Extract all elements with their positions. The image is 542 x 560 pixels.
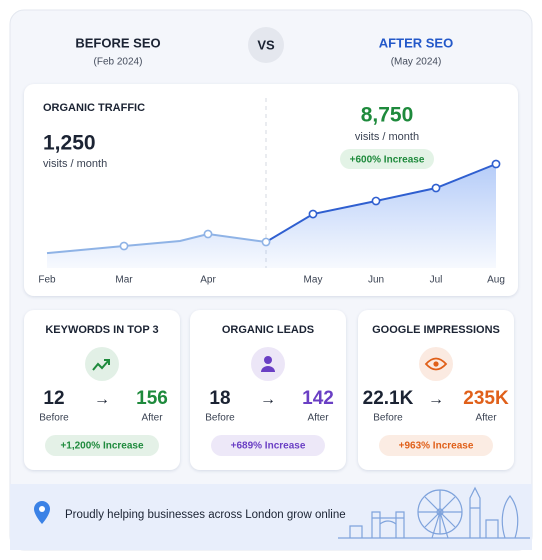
trend-icon <box>92 359 110 371</box>
before-value: 1,250 <box>43 132 96 155</box>
before-date: (Feb 2024) <box>94 57 143 68</box>
x-tick-label: May <box>304 275 323 286</box>
stat-card <box>190 310 346 470</box>
vs-text: VS <box>257 37 275 52</box>
data-point <box>431 183 441 193</box>
data-point <box>491 159 501 169</box>
card-title: ORGANIC LEADS <box>222 324 314 336</box>
before-label: Before <box>205 413 235 424</box>
before-unit: visits / month <box>43 158 107 170</box>
card-title: GOOGLE IMPRESSIONS <box>372 324 500 336</box>
eye-icon <box>424 357 448 371</box>
x-tick-label: Jul <box>430 275 443 286</box>
after-value: 142 <box>302 388 334 409</box>
before-value: 12 <box>43 388 64 409</box>
chart-title: ORGANIC TRAFFIC <box>43 102 145 114</box>
x-tick-label: Jun <box>368 275 384 286</box>
data-point <box>308 209 318 219</box>
traffic-area <box>47 164 496 268</box>
after-label: After <box>141 413 163 424</box>
before-value: 18 <box>209 388 230 409</box>
change-pill <box>379 435 493 456</box>
card-title: KEYWORDS IN TOP 3 <box>45 324 158 336</box>
after-label: After <box>307 413 329 424</box>
x-tick-label: Aug <box>487 275 505 286</box>
change-text: +963% Increase <box>399 441 474 452</box>
before-title: BEFORE SEO <box>75 35 160 50</box>
pin-dot <box>39 506 45 512</box>
x-tick-label: Apr <box>200 275 216 286</box>
after-value: 8,750 <box>361 104 414 127</box>
before-label: Before <box>39 413 69 424</box>
arrow: → <box>260 391 276 408</box>
vs-badge <box>248 27 284 63</box>
user-icon-body <box>261 366 275 372</box>
data-point <box>203 229 213 239</box>
x-tick-label: Mar <box>115 275 133 286</box>
data-point <box>119 241 129 251</box>
data-point <box>261 237 271 247</box>
change-pill <box>340 149 434 169</box>
change-text: +600% Increase <box>350 155 425 166</box>
data-point <box>371 196 381 206</box>
change-text: +689% Increase <box>231 441 306 452</box>
x-tick-label: Feb <box>38 275 56 286</box>
after-value: 156 <box>136 388 168 409</box>
footer-text: Proudly helping businesses across London… <box>65 509 346 521</box>
before-value: 22.1K <box>363 388 414 409</box>
after-value: 235K <box>463 388 509 409</box>
stat-card <box>24 310 180 470</box>
card-icon-bg <box>85 347 119 381</box>
arrow: → <box>94 391 110 408</box>
after-label: After <box>475 413 497 424</box>
change-pill <box>211 435 325 456</box>
change-pill <box>45 435 159 456</box>
after-unit: visits / month <box>355 131 419 143</box>
after-date: (May 2024) <box>391 57 442 68</box>
before-label: Before <box>373 413 403 424</box>
change-text: +1,200% Increase <box>60 441 144 452</box>
after-title: AFTER SEO <box>379 35 453 50</box>
user-icon-head <box>264 356 272 364</box>
eye-pupil <box>433 361 439 367</box>
stat-card <box>358 310 514 470</box>
pin-icon <box>34 501 50 524</box>
skyline <box>338 486 530 539</box>
arrow: → <box>428 391 444 408</box>
